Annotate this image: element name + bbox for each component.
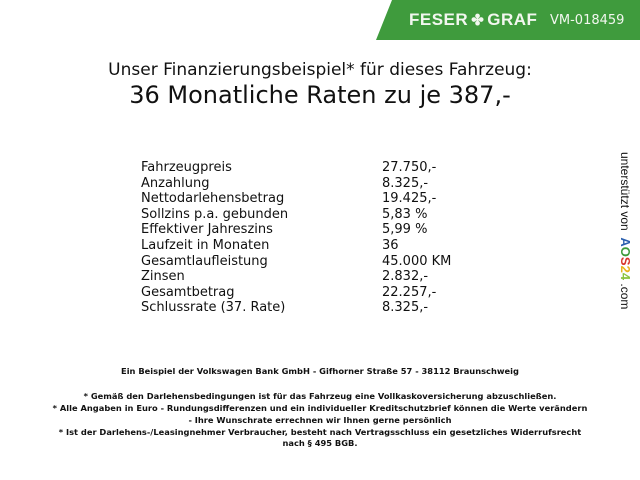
row-label: Zinsen (141, 269, 185, 285)
row-value: 5,83 % (382, 206, 428, 222)
brand-name-right: GRAF (487, 10, 538, 29)
row-label: Gesamtlaufleistung (141, 253, 268, 269)
row-value: 45.000 KM (382, 253, 452, 269)
aos24-logo: AOS24 (618, 237, 633, 281)
row-label: Effektiver Jahreszins (141, 222, 273, 238)
table-row: Sollzins p.a. gebunden 5,83 % (141, 207, 461, 223)
supported-by-text: unterstützt von (618, 152, 632, 231)
clover-icon: ✤ (471, 12, 485, 29)
logo-letter: A (618, 237, 633, 247)
row-label: Gesamtbetrag (141, 284, 235, 300)
row-value: 36 (382, 237, 399, 253)
logo-letter: 2 (618, 265, 633, 273)
footnote-euro-cont: - Ihre Wunschrate errechnen wir Ihnen ge… (188, 415, 452, 425)
logo-letter: O (618, 246, 633, 257)
logo-letter: 4 (618, 272, 633, 281)
logo-letter: S (618, 256, 633, 266)
row-value: 8.325,- (382, 300, 429, 316)
row-label: Fahrzeugpreis (141, 160, 232, 175)
financing-table: Fahrzeugpreis 27.750,- Anzahlung 8.325,- N… (141, 160, 461, 316)
financing-heading: Unser Finanzierungsbeispiel* für dieses … (108, 60, 532, 80)
footnote-withdrawal: * Ist der Darlehens-/Leasingnehmer Verbr… (58, 427, 582, 437)
footnote-insurance: * Gemäß den Darlehensbedingungen ist für… (83, 391, 557, 401)
row-label: Schlussrate (37. Rate) (141, 300, 286, 316)
brand-logo: FESER ✤ GRAF (409, 10, 537, 30)
row-value: 2.832,- (382, 269, 429, 285)
table-row: Laufzeit in Monaten 36 (141, 238, 461, 254)
table-row: Gesamtbetrag 22.257,- (141, 285, 461, 301)
row-label: Laufzeit in Monaten (141, 237, 270, 253)
table-row: Anzahlung 8.325,- (141, 176, 461, 192)
row-label: Anzahlung (141, 175, 210, 191)
row-value: 27.750,- (382, 160, 437, 175)
row-value: 22.257,- (382, 284, 437, 300)
table-row: Gesamtlaufleistung 45.000 KM (141, 254, 461, 270)
table-row: Nettodarlehensbetrag 19.425,- (141, 191, 461, 207)
vehicle-id: VM-018459 (550, 13, 625, 28)
row-value: 5,99 % (382, 222, 428, 238)
row-value: 8.325,- (382, 175, 429, 191)
supported-by-aos24: unterstützt von AOS24 .com (618, 152, 633, 309)
table-row: Effektiver Jahreszins 5,99 % (141, 222, 461, 238)
table-row: Zinsen 2.832,- (141, 269, 461, 285)
logo-domain: .com (618, 283, 632, 310)
brand-banner: FESER ✤ GRAF VM-018459 (376, 0, 640, 40)
row-value: 19.425,- (382, 191, 437, 207)
row-label: Sollzins p.a. gebunden (141, 206, 289, 222)
table-row: Schlussrate (37. Rate) 8.325,- (141, 300, 461, 316)
table-row: Fahrzeugpreis 27.750,- (141, 160, 461, 176)
monthly-rate-heading: 36 Monatliche Raten zu je 387,- (129, 81, 511, 109)
footnote-euro: * Alle Angaben in Euro - Rundungsdiffere… (52, 403, 588, 413)
row-label: Nettodarlehensbetrag (141, 191, 285, 207)
brand-name-left: FESER (409, 10, 469, 29)
bank-info: Ein Beispiel der Volkswagen Bank GmbH - … (121, 366, 519, 376)
footnote-withdrawal-cont: nach § 495 BGB. (282, 438, 358, 448)
